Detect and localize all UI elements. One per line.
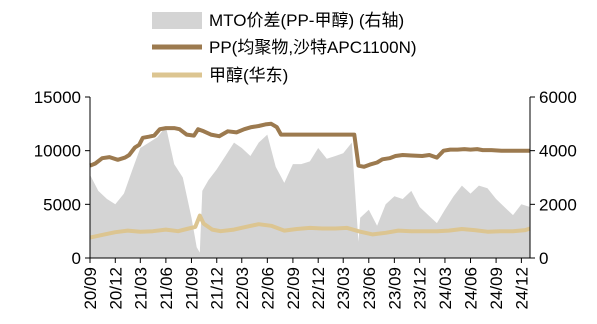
x-tick-label: 24/03 [436, 267, 455, 310]
x-tick-label: 22/06 [258, 267, 277, 310]
mto-area [90, 126, 530, 258]
x-tick-label: 24/09 [487, 267, 506, 310]
x-tick-label: 24/12 [512, 267, 531, 310]
x-tick-label: 21/09 [182, 267, 201, 310]
x-tick-label: 22/03 [233, 267, 252, 310]
meoh-line [89, 213, 531, 240]
right-y-tick-label: 6000 [539, 88, 577, 107]
legend-label-mto: MTO价差(PP-甲醇) (右轴) [209, 11, 404, 30]
axes-layer: 0 5000 10000 15000 0 2000 4000 6000 20/09 20/12 21… [34, 88, 577, 310]
x-tick-label: 21/12 [208, 267, 227, 310]
pp-line [89, 121, 530, 169]
legend-label-meoh: 甲醇(华东) [209, 66, 288, 85]
x-tick-label: 21/03 [131, 267, 150, 310]
right-y-tick-label: 2000 [539, 195, 577, 214]
right-y-tick-label: 4000 [539, 142, 577, 161]
x-tick-label: 20/09 [81, 267, 100, 310]
x-tick-label: 23/09 [385, 267, 404, 310]
x-tick-label: 22/12 [309, 267, 328, 310]
left-y-tick-label: 10000 [34, 142, 81, 161]
legend: MTO价差(PP-甲醇) (右轴) PP(均聚物,沙特APC1100N) 甲醇(华东… [152, 11, 417, 85]
left-y-tick-label: 15000 [34, 88, 81, 107]
right-y-tick-label: 0 [539, 249, 548, 268]
x-tick-label: 24/06 [462, 267, 481, 310]
x-tick-label: 23/03 [334, 267, 353, 310]
x-tick-label: 22/09 [284, 267, 303, 310]
left-y-tick-label: 0 [72, 249, 81, 268]
x-tick-label: 23/06 [360, 267, 379, 310]
legend-swatch-mto [152, 12, 202, 29]
mto-spread-area-layer [90, 126, 530, 258]
left-y-tick-label: 5000 [43, 195, 81, 214]
price-lines-layer [89, 121, 531, 240]
x-tick-label: 21/06 [157, 267, 176, 310]
x-tick-label: 23/12 [411, 267, 430, 310]
x-tick-label: 20/12 [106, 267, 125, 310]
legend-label-pp: PP(均聚物,沙特APC1100N) [209, 38, 417, 57]
